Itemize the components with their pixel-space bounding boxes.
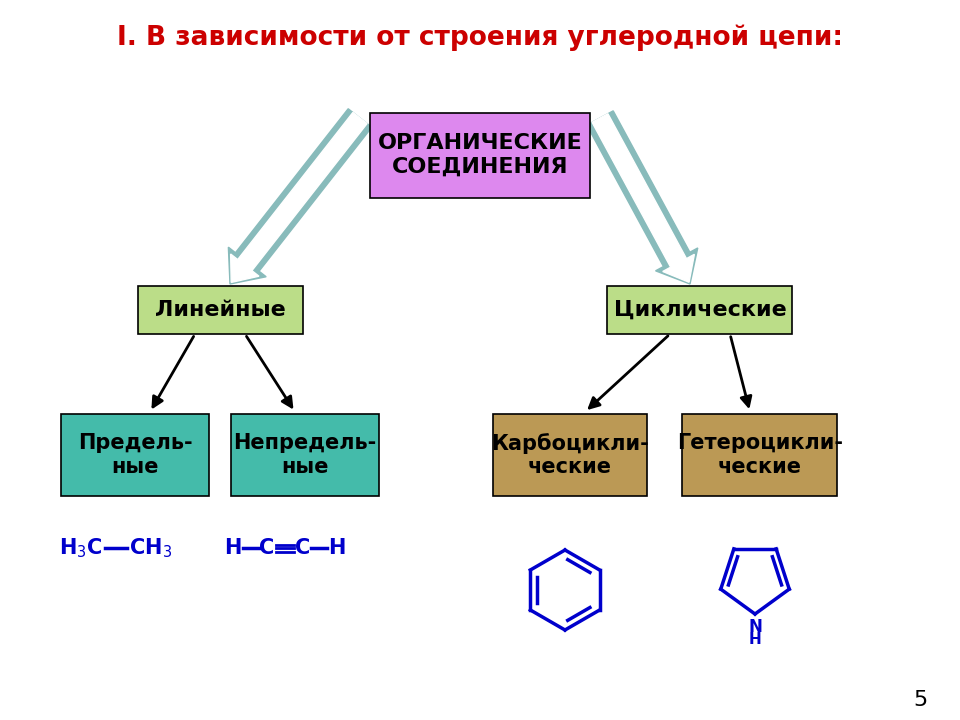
Polygon shape bbox=[592, 114, 694, 282]
Text: N: N bbox=[748, 618, 762, 636]
Text: Карбоцикли-
ческие: Карбоцикли- ческие bbox=[492, 433, 649, 477]
Text: C: C bbox=[296, 538, 311, 558]
Text: Гетероцикли-
ческие: Гетероцикли- ческие bbox=[677, 433, 843, 477]
FancyBboxPatch shape bbox=[492, 414, 647, 496]
Text: Линейные: Линейные bbox=[155, 300, 285, 320]
Polygon shape bbox=[587, 111, 698, 284]
FancyBboxPatch shape bbox=[231, 414, 379, 496]
Polygon shape bbox=[228, 109, 372, 284]
Text: CH$_3$: CH$_3$ bbox=[129, 536, 172, 560]
Text: H: H bbox=[225, 538, 242, 558]
Text: H: H bbox=[749, 632, 761, 647]
FancyBboxPatch shape bbox=[608, 286, 793, 334]
Text: 5: 5 bbox=[913, 690, 927, 710]
FancyBboxPatch shape bbox=[683, 414, 837, 496]
Text: ОРГАНИЧЕСКИЕ
СОЕДИНЕНИЯ: ОРГАНИЧЕСКИЕ СОЕДИНЕНИЯ bbox=[377, 133, 583, 176]
Text: I. В зависимости от строения углеродной цепи:: I. В зависимости от строения углеродной … bbox=[117, 24, 843, 51]
Text: H: H bbox=[328, 538, 346, 558]
Polygon shape bbox=[230, 112, 367, 282]
Text: H$_3$C: H$_3$C bbox=[60, 536, 103, 560]
FancyBboxPatch shape bbox=[61, 414, 209, 496]
FancyBboxPatch shape bbox=[137, 286, 302, 334]
Text: Циклические: Циклические bbox=[613, 300, 786, 320]
FancyBboxPatch shape bbox=[370, 112, 590, 197]
Text: C: C bbox=[259, 538, 275, 558]
Text: Непредель-
ные: Непредель- ные bbox=[233, 433, 376, 477]
Text: Предель-
ные: Предель- ные bbox=[78, 433, 192, 477]
